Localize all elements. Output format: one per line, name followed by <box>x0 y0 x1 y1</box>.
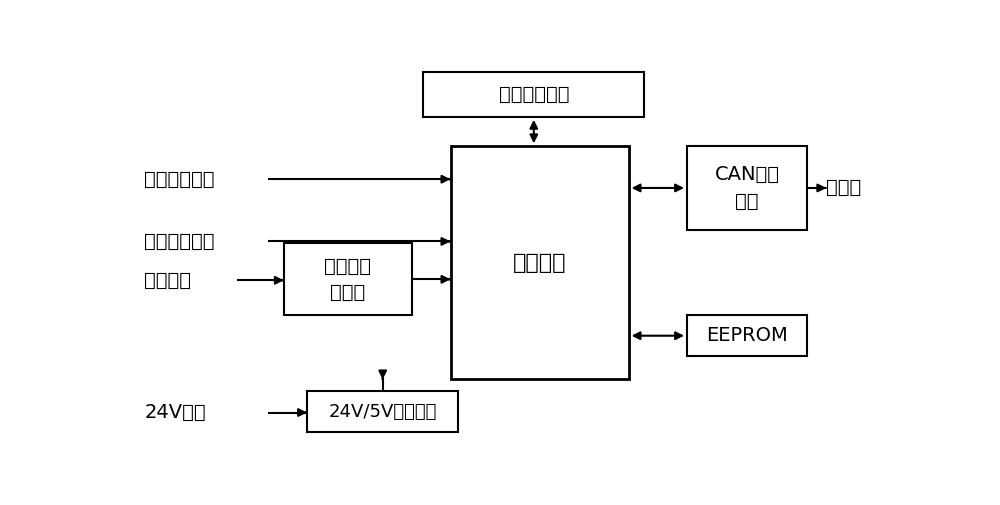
Text: 直流电流信号: 直流电流信号 <box>144 232 215 251</box>
Text: 开关状态: 开关状态 <box>144 271 191 290</box>
Text: CAN通讯
模块: CAN通讯 模块 <box>714 165 779 211</box>
Bar <box>423 72 644 117</box>
Bar <box>307 391 458 432</box>
Bar <box>687 146 807 230</box>
Text: EEPROM: EEPROM <box>706 326 788 345</box>
Text: 上位机: 上位机 <box>826 178 862 197</box>
Text: 微控制器: 微控制器 <box>513 253 566 273</box>
Bar <box>687 315 807 356</box>
Text: 直流电压信号: 直流电压信号 <box>144 170 215 189</box>
Bar <box>284 243 412 315</box>
Text: 24V电源: 24V电源 <box>144 403 206 422</box>
Text: 状态量采
集电路: 状态量采 集电路 <box>324 257 371 302</box>
Text: 外围复位电路: 外围复位电路 <box>499 85 569 104</box>
Bar <box>450 146 629 379</box>
Text: 24V/5V电源电路: 24V/5V电源电路 <box>328 402 437 421</box>
